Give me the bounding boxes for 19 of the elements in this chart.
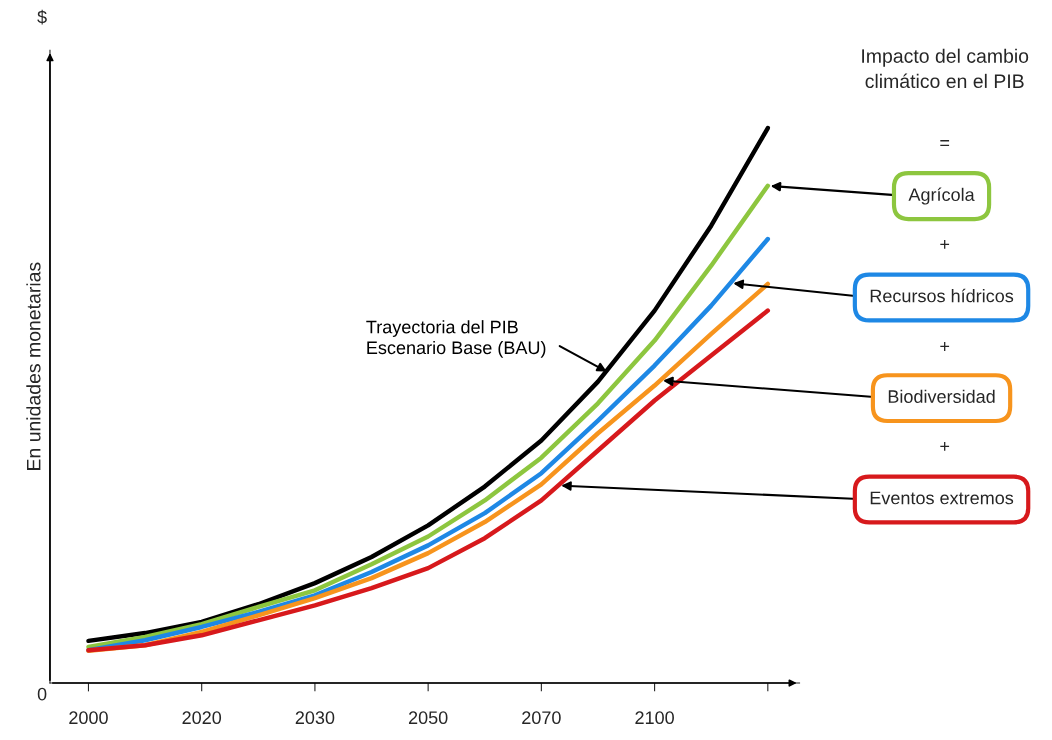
text: 0 [37,687,47,701]
x-tick-label: 2000 [69,711,108,725]
x-tick-label: 2050 [408,711,448,725]
text: Eventos extremos [870,491,1014,505]
y-axis-title: En unidades monetarias [26,262,41,470]
text: Impacto del cambio climático en el PIB [862,48,1029,89]
text: + [940,239,950,249]
text: + [940,441,950,451]
text: = [940,140,950,146]
text: $ [37,9,47,25]
text: + [940,342,950,351]
text: Trayectoria del PIB Escenario Base (BAU) [366,320,546,358]
x-tick-label: 2030 [295,711,335,725]
text: Agrícola [908,187,975,205]
text: Biodiversidad [888,389,995,403]
text: Recursos hídricos [870,288,1014,303]
x-tick-label: 2070 [522,711,561,725]
x-tick-label: 2100 [635,711,674,725]
x-tick-label: 2020 [182,711,222,725]
